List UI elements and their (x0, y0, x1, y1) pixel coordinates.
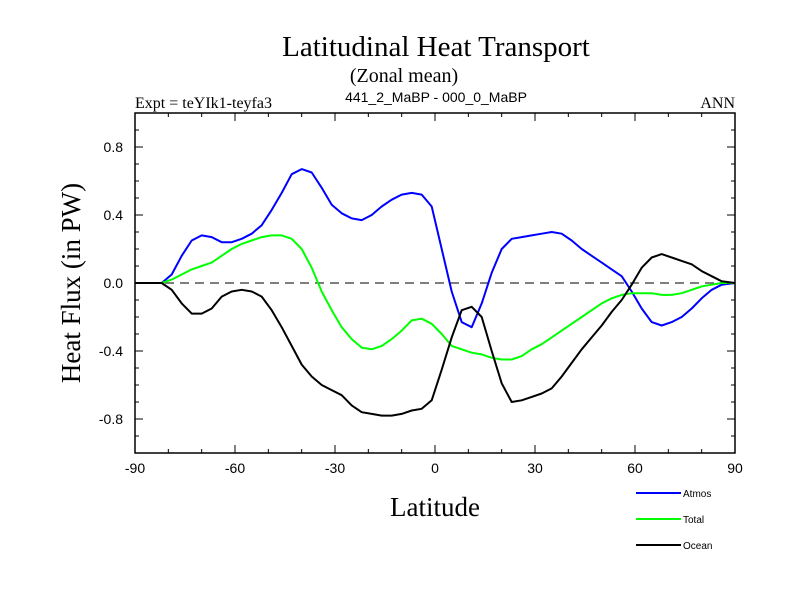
x-tick-label: 30 (527, 460, 543, 476)
x-tick-label: 60 (627, 460, 643, 476)
y-tick-label: -0.8 (99, 411, 123, 427)
series-line-ocean (135, 253, 736, 417)
x-tick-label: -60 (225, 460, 245, 476)
experiment-label: Expt = teYIk1-teyfa3 (135, 95, 272, 112)
legend-label-total: Total (683, 515, 704, 526)
chart-title: Latitudinal Heat Transport (282, 31, 590, 63)
y-axis-label: Heat Flux (in PW) (56, 183, 86, 383)
series-line-atmos (135, 168, 736, 329)
legend-label-ocean: Ocean (683, 541, 712, 552)
legend-label-atmos: Atmos (683, 489, 711, 500)
chart-subtitle: (Zonal mean) (350, 65, 458, 87)
y-tick-label: 0.8 (104, 139, 124, 155)
x-tick-label: 0 (431, 460, 439, 476)
y-tick-label: 0.4 (104, 207, 124, 223)
y-tick-label: -0.4 (99, 343, 123, 359)
y-tick-label: 0.0 (104, 275, 124, 291)
x-axis-label: Latitude (390, 492, 480, 522)
plot-area: -90 -60 -30 0 30 60 90 -0.8 -0.4 0.0 0.4 0.8 (99, 112, 743, 476)
x-tick-label: 90 (727, 460, 743, 476)
legend: Atmos Total Ocean (636, 489, 712, 552)
season-label: ANN (700, 95, 735, 112)
x-tick-label: -90 (125, 460, 145, 476)
x-tick-label: -30 (325, 460, 345, 476)
period-label: 441_2_MaBP - 000_0_MaBP (345, 89, 527, 105)
series-line-total (135, 234, 735, 361)
